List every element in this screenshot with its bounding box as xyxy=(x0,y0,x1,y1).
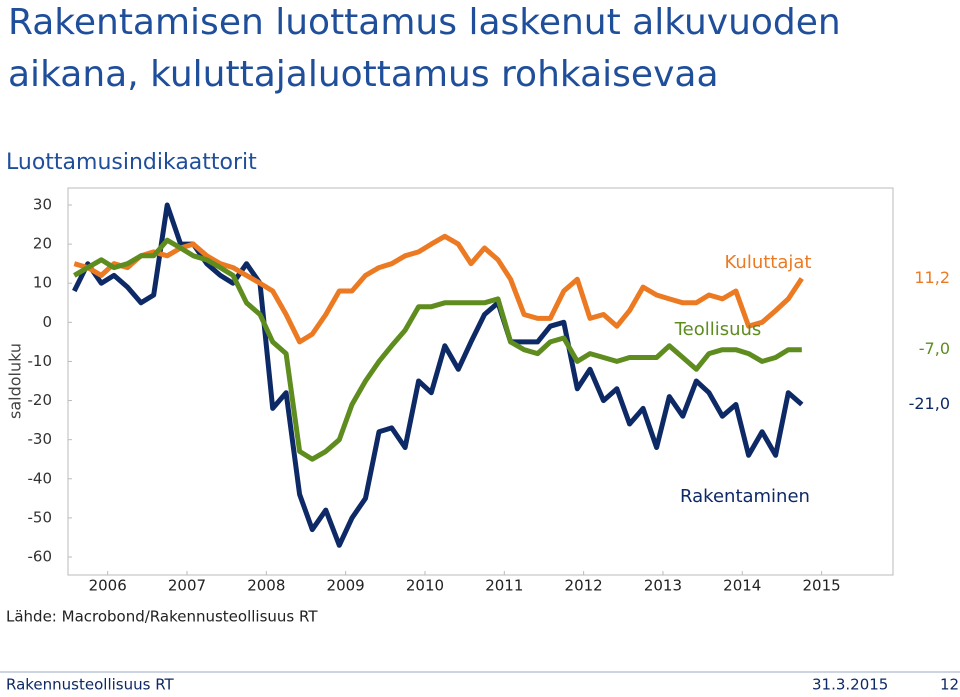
y-tick-label: 20 xyxy=(33,235,52,253)
footer-date: 31.3.2015 xyxy=(812,676,888,694)
x-tick-label: 2006 xyxy=(89,577,127,595)
series-label: Kuluttajat xyxy=(725,252,812,273)
y-tick-label: 10 xyxy=(33,274,52,292)
title: Rakentamisen luottamus laskenut alkuvuod… xyxy=(8,2,841,43)
x-tick-label: 2010 xyxy=(406,577,444,595)
source: Lähde: Macrobond/Rakennusteollisuus RT xyxy=(6,608,318,626)
title: aikana, kuluttajaluottamus rohkaisevaa xyxy=(8,54,719,95)
y-tick-label: 30 xyxy=(33,196,52,214)
end-value-label: 11,2 xyxy=(914,268,950,287)
y-tick-label: -50 xyxy=(28,508,53,526)
x-tick-label: 2007 xyxy=(168,577,206,595)
series-line xyxy=(73,233,804,345)
y-tick-label: 0 xyxy=(42,313,52,331)
y-tick-label: -10 xyxy=(28,352,53,370)
x-tick-label: 2014 xyxy=(723,577,761,595)
x-tick-label: 2008 xyxy=(247,577,285,595)
y-tick-label: -60 xyxy=(28,548,53,566)
y-tick-label: -20 xyxy=(28,391,53,409)
end-value-label: -7,0 xyxy=(919,339,950,358)
y-tick-label: -40 xyxy=(28,469,53,487)
chart-title: Luottamusindikaattorit xyxy=(6,150,257,175)
footer-org: Rakennusteollisuus RT xyxy=(6,676,175,694)
x-tick-label: 2011 xyxy=(485,577,523,595)
plot-frame xyxy=(67,187,894,576)
footer-page: 12 xyxy=(940,676,959,694)
x-tick-label: 2009 xyxy=(327,577,365,595)
x-tick-label: 2012 xyxy=(565,577,603,595)
end-value-label: -21,0 xyxy=(909,394,950,413)
y-tick-label: -30 xyxy=(28,430,53,448)
series-label: Teollisuus xyxy=(674,319,762,340)
y-axis-label: saldoluku xyxy=(6,343,25,419)
x-tick-label: 2015 xyxy=(803,577,841,595)
series-label: Rakentaminen xyxy=(680,486,810,507)
x-tick-label: 2013 xyxy=(644,577,682,595)
series-line xyxy=(73,237,802,462)
